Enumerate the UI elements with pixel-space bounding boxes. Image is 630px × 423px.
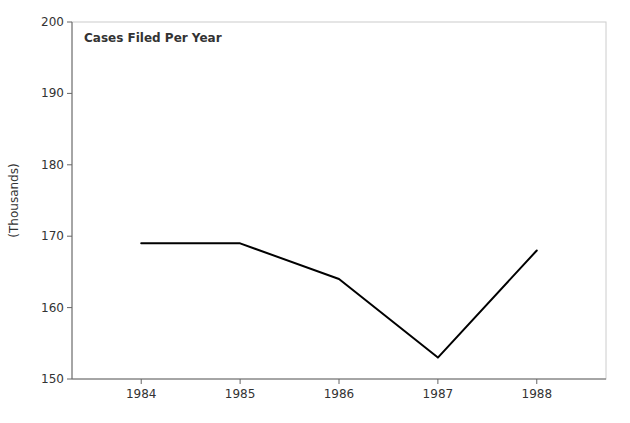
annotation: Cases Filed Per Year [84,31,222,45]
x-tick-label: 1986 [324,387,355,401]
x-axis: 1984 1985 1986 1987 1988 [72,379,606,401]
y-tick [67,307,72,308]
y-tick [67,236,72,237]
y-tick-label: 190 [41,86,64,100]
x-tick [437,379,438,384]
y-axis-label: (Thousands) [7,163,21,237]
chart: 1984 1985 1986 1987 1988 150 160 170 180 190 200 (T… [0,0,630,423]
y-tick [67,379,72,380]
x-tick [339,379,340,384]
y-axis: 150 160 170 180 190 200 [41,15,72,386]
data-line [141,243,537,357]
plot-frame [72,22,606,379]
y-tick [67,22,72,23]
x-tick [141,379,142,384]
x-tick-label: 1988 [522,387,553,401]
y-tick [67,93,72,94]
x-tick-label: 1984 [126,387,157,401]
x-tick [240,379,241,384]
y-tick-label: 200 [41,15,64,29]
y-tick-label: 160 [41,301,64,315]
y-tick [67,164,72,165]
y-tick-label: 150 [41,372,64,386]
y-axis-line [72,22,73,379]
y-tick-label: 180 [41,158,64,172]
x-tick-label: 1987 [423,387,454,401]
y-tick-label: 170 [41,229,64,243]
x-tick-label: 1985 [225,387,256,401]
x-tick [536,379,537,384]
chart-container: 1984 1985 1986 1987 1988 150 160 170 180 190 200 (T… [0,0,630,423]
plot-area [141,243,537,357]
